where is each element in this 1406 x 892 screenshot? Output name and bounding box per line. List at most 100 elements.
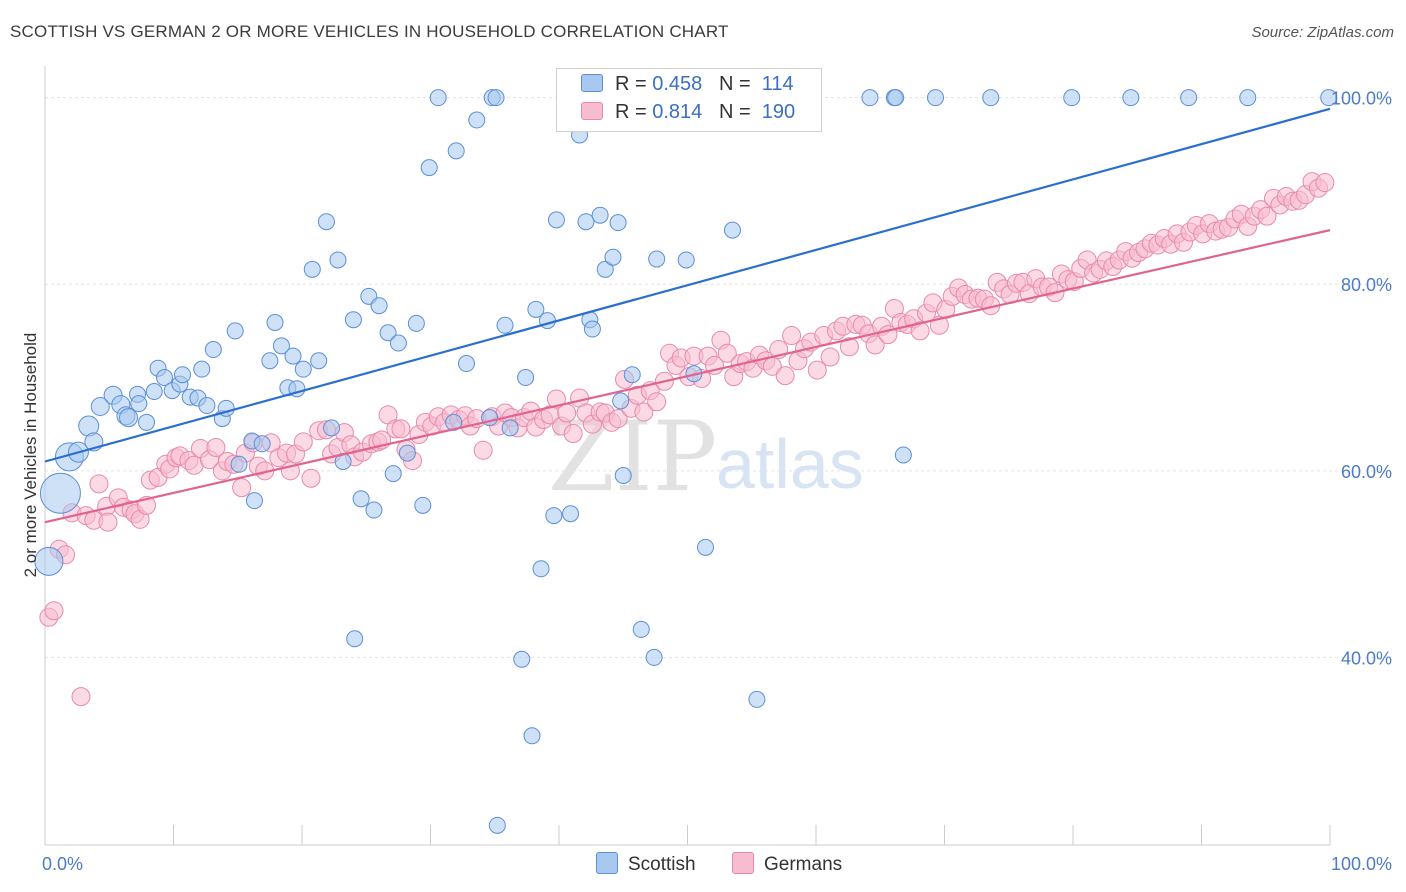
x-tick-label: 100.0% xyxy=(1331,854,1392,874)
germans-point xyxy=(634,402,654,422)
germans-point xyxy=(232,478,252,498)
scottish-point xyxy=(266,313,284,331)
legend-row-scottish: R = 0.458 N = 114 xyxy=(581,73,794,99)
scottish-point xyxy=(344,311,362,329)
germans-point xyxy=(839,337,859,357)
scottish-point xyxy=(420,159,438,177)
scottish-point xyxy=(447,142,465,160)
bottom-legend-label: Germans xyxy=(764,854,843,875)
grid-lines xyxy=(45,97,1390,658)
scottish-point xyxy=(226,322,244,340)
scottish-point xyxy=(583,320,601,338)
axes xyxy=(44,66,1331,846)
scottish-point xyxy=(677,251,695,269)
scottish-point xyxy=(591,206,609,224)
y-tick-label: 60.0% xyxy=(1341,462,1392,482)
scottish-point xyxy=(1063,89,1081,107)
scottish-point xyxy=(1320,89,1338,107)
legend-n-label: N = xyxy=(718,73,751,95)
germans-point xyxy=(865,335,885,355)
scottish-point xyxy=(156,369,174,387)
germans-swatch xyxy=(581,102,603,120)
legend-r-value: 0.814 xyxy=(652,101,703,123)
scottish-point xyxy=(457,355,475,373)
watermark: ZIP atlas xyxy=(548,401,864,513)
scottish-point xyxy=(230,455,248,473)
source-credit: Source: ZipAtlas.com xyxy=(1251,24,1394,41)
scottish-point xyxy=(545,507,563,525)
scottish-swatch xyxy=(596,852,618,874)
scottish-point xyxy=(398,444,416,462)
trend-lines xyxy=(44,107,1331,524)
scottish-point xyxy=(370,297,388,315)
germans-point xyxy=(775,366,795,386)
germans-point xyxy=(71,687,91,707)
scottish-point xyxy=(90,396,110,416)
scottish-point xyxy=(894,446,912,464)
y-axis-label: 2 or more Vehicles in Household xyxy=(21,333,40,578)
scottish-point xyxy=(496,316,514,334)
scottish-point xyxy=(614,466,632,484)
scottish-point xyxy=(389,334,407,352)
scottish-point xyxy=(645,648,663,666)
y-tick-label: 40.0% xyxy=(1341,648,1392,668)
y-tick-label: 100.0% xyxy=(1331,89,1392,109)
watermark-atlas: atlas xyxy=(716,425,864,503)
scottish-point xyxy=(982,89,1000,107)
germans-point xyxy=(546,389,566,409)
legend-r-label: R = xyxy=(615,73,647,95)
bottom-legend-scottish: Scottish xyxy=(596,852,696,876)
scottish-point xyxy=(513,650,531,668)
scottish-point xyxy=(612,392,630,410)
germans-point xyxy=(89,474,109,494)
germans-point xyxy=(206,438,226,458)
germans-point xyxy=(44,601,64,621)
bottom-legend-label: Scottish xyxy=(628,854,696,875)
scottish-point xyxy=(414,496,432,514)
legend-row-germans: R = 0.814 N = 190 xyxy=(581,101,795,127)
scottish-point xyxy=(609,214,627,232)
scottish-point xyxy=(323,419,341,437)
tick-labels: 40.0% 60.0% 80.0% 100.0% 0.0% 100.0% xyxy=(42,89,1392,874)
scottish-point xyxy=(1180,89,1198,107)
legend-r-value: 0.458 xyxy=(652,73,703,95)
germans-swatch xyxy=(732,852,754,874)
scottish-point xyxy=(488,816,506,834)
scottish-point xyxy=(204,341,222,359)
germans-point xyxy=(608,409,628,429)
scottish-point xyxy=(284,347,302,365)
scottish-point xyxy=(1239,89,1257,107)
chart-title: SCOTTISH VS GERMAN 2 OR MORE VEHICLES IN… xyxy=(10,22,729,41)
scottish-point xyxy=(748,690,766,708)
scottish-point xyxy=(253,435,271,453)
scottish-point xyxy=(407,314,425,332)
scottish-point xyxy=(604,248,622,266)
scottish-point xyxy=(198,397,216,415)
scottish-point xyxy=(138,413,156,431)
germans-point xyxy=(473,440,493,460)
scottish-point xyxy=(365,501,383,519)
germans-point xyxy=(563,424,583,444)
germans-point xyxy=(1257,206,1277,226)
watermark-zip: ZIP xyxy=(548,401,717,513)
scottish-point xyxy=(379,324,397,342)
scottish-point xyxy=(547,211,565,229)
scottish-point xyxy=(346,630,364,648)
scottish-trend-line xyxy=(44,107,1331,463)
scottish-point xyxy=(145,383,163,401)
scottish-swatch xyxy=(581,74,603,92)
scottish-point xyxy=(532,560,550,578)
scottish-point xyxy=(596,260,614,278)
scottish-point xyxy=(310,352,328,370)
germans-point xyxy=(301,468,321,488)
legend-n-value: 190 xyxy=(761,101,796,123)
legend-n-label: N = xyxy=(718,101,751,123)
scottish-point xyxy=(927,89,945,107)
legend-r-label: R = xyxy=(615,101,647,123)
scottish-point xyxy=(517,369,535,387)
germans-point xyxy=(807,360,827,380)
scottish-point xyxy=(632,620,650,638)
scottish-point xyxy=(527,300,545,318)
scottish-point xyxy=(294,360,312,378)
